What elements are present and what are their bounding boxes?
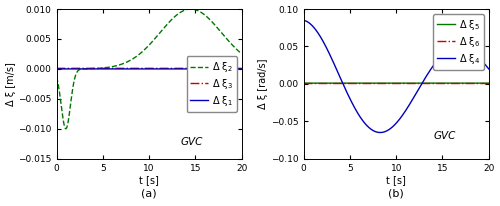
Δ ξ$_6$ <box>446 82 452 85</box>
Δ ξ$_2$ <box>188 8 194 10</box>
Δ ξ$_4$ <box>391 124 397 127</box>
Legend: Δ ξ$_5$, Δ ξ$_6$, Δ ξ$_4$: Δ ξ$_5$, Δ ξ$_6$, Δ ξ$_4$ <box>434 14 484 70</box>
Δ ξ$_6$ <box>390 82 396 85</box>
Δ ξ$_5$ <box>390 82 396 84</box>
Δ ξ$_1$ <box>63 68 69 70</box>
Δ ξ$_4$ <box>446 48 452 51</box>
Text: GVC: GVC <box>180 137 203 147</box>
Line: Δ ξ$_4$: Δ ξ$_4$ <box>304 20 489 132</box>
Δ ξ$_2$ <box>63 128 69 130</box>
Δ ξ$_3$ <box>200 67 205 70</box>
Δ ξ$_3$ <box>234 67 239 70</box>
Δ ξ$_3$ <box>233 67 239 70</box>
Text: GVC: GVC <box>433 131 456 141</box>
Δ ξ$_6$ <box>480 82 486 85</box>
Δ ξ$_4$ <box>480 61 486 64</box>
Δ ξ$_6$ <box>480 82 486 85</box>
Δ ξ$_6$ <box>386 82 392 85</box>
Δ ξ$_2$ <box>144 46 150 49</box>
Δ ξ$_2$ <box>138 51 144 53</box>
Δ ξ$_5$ <box>486 82 492 84</box>
Δ ξ$_5$ <box>480 82 486 84</box>
Δ ξ$_5$ <box>300 82 306 84</box>
Δ ξ$_1$ <box>54 68 60 70</box>
Δ ξ$_3$ <box>144 67 150 70</box>
Δ ξ$_2$ <box>54 76 60 78</box>
Text: (a): (a) <box>142 189 157 199</box>
X-axis label: t [s]: t [s] <box>386 175 406 185</box>
Δ ξ$_4$ <box>310 25 316 28</box>
Y-axis label: Δ ξ [m/s]: Δ ξ [m/s] <box>6 62 16 106</box>
Δ ξ$_5$ <box>446 82 452 84</box>
Δ ξ$_5$ <box>386 82 392 84</box>
Text: (b): (b) <box>388 189 404 199</box>
Δ ξ$_1$ <box>200 68 205 70</box>
Δ ξ$_1$ <box>234 68 239 70</box>
Δ ξ$_5$ <box>480 82 486 84</box>
Δ ξ$_6$ <box>310 82 316 85</box>
Legend: Δ ξ$_2$, Δ ξ$_3$, Δ ξ$_1$: Δ ξ$_2$, Δ ξ$_3$, Δ ξ$_1$ <box>186 56 237 112</box>
Δ ξ$_6$ <box>486 82 492 85</box>
Δ ξ$_2$ <box>63 128 69 130</box>
Δ ξ$_1$ <box>233 68 239 70</box>
Δ ξ$_4$ <box>377 131 383 134</box>
Δ ξ$_3$ <box>138 67 144 70</box>
Δ ξ$_6$ <box>300 82 306 85</box>
Δ ξ$_4$ <box>486 68 492 70</box>
Δ ξ$_3$ <box>54 67 60 70</box>
Δ ξ$_1$ <box>138 68 144 70</box>
Δ ξ$_5$ <box>310 82 316 84</box>
Δ ξ$_2$ <box>238 53 244 55</box>
Δ ξ$_4$ <box>386 128 392 131</box>
Line: Δ ξ$_2$: Δ ξ$_2$ <box>56 9 242 129</box>
Δ ξ$_1$ <box>238 68 244 70</box>
Δ ξ$_4$ <box>480 61 486 64</box>
Δ ξ$_1$ <box>144 68 150 70</box>
Δ ξ$_3$ <box>238 67 244 70</box>
Δ ξ$_2$ <box>234 48 239 50</box>
Y-axis label: Δ ξ [rad/s]: Δ ξ [rad/s] <box>258 59 268 109</box>
Δ ξ$_2$ <box>234 48 239 50</box>
X-axis label: t [s]: t [s] <box>139 175 159 185</box>
Δ ξ$_2$ <box>200 12 205 14</box>
Δ ξ$_3$ <box>63 67 69 70</box>
Δ ξ$_4$ <box>300 19 306 21</box>
